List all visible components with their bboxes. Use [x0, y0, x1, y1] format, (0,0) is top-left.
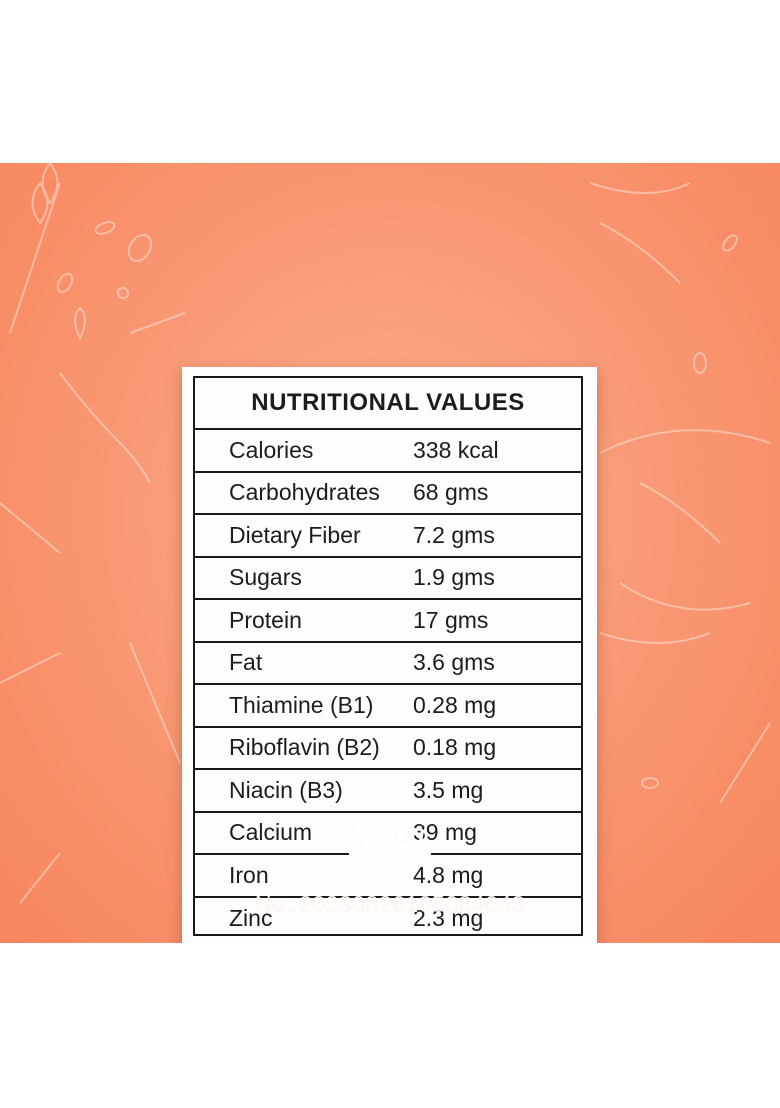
nutrient-name: Protein [229, 606, 302, 633]
nutrient-value: 2.3 mg [413, 905, 484, 932]
table-row: Thiamine (B1) 0.28 mg [195, 685, 581, 728]
table-row: Niacin (B3) 3.5 mg [195, 770, 581, 813]
nutrient-value: 4.8 mg [413, 861, 484, 888]
orange-background-panel: NUTRITIONAL VALUES Calories 338 kcal Carb… [0, 163, 780, 943]
nutrient-name: Zinc [229, 905, 273, 932]
nutrient-value: 0.28 mg [413, 691, 497, 718]
nutrient-value: 39 mg [413, 819, 477, 846]
nutrient-value: 3.5 mg [413, 776, 484, 803]
table-row: Dietary Fiber 7.2 gms [195, 515, 581, 558]
nutrition-table: NUTRITIONAL VALUES Calories 338 kcal Carb… [193, 376, 583, 936]
nutrient-name: Thiamine (B1) [229, 691, 374, 718]
nutrient-value: 0.18 mg [413, 734, 497, 761]
nutrient-name: Riboflavin (B2) [229, 734, 380, 761]
nutrient-name: Calcium [229, 819, 313, 846]
wheat-grain-pattern-icon [0, 163, 771, 929]
table-row: Carbohydrates 68 gms [195, 473, 581, 515]
table-row: Sugars 1.9 gms [195, 558, 581, 600]
nutrient-name: Calories [229, 436, 314, 463]
fssai-logo-text: fssai [349, 815, 431, 855]
nutrition-card: NUTRITIONAL VALUES Calories 338 kcal Carb… [182, 367, 597, 943]
table-row: Protein 17 gms [195, 600, 581, 643]
nutrient-name: Sugars [229, 564, 302, 591]
table-row: Calories 338 kcal [195, 430, 581, 473]
nutrient-name: Carbohydrates [229, 479, 380, 506]
table-row: Zinc 2.3 mg [195, 898, 581, 941]
nutrient-value: 17 gms [413, 606, 489, 633]
nutrient-name: Niacin (B3) [229, 776, 343, 803]
nutrient-value: 1.9 gms [413, 564, 495, 591]
table-row: Iron 4.8 mg [195, 855, 581, 898]
nutrient-name: Fat [229, 649, 263, 676]
nutrient-value: 338 kcal [413, 436, 499, 463]
table-row: Fat 3.6 gms [195, 643, 581, 685]
table-title: NUTRITIONAL VALUES [195, 378, 581, 430]
fssai-logo: fssai [0, 811, 780, 858]
nutrient-value: 7.2 gms [413, 521, 495, 548]
nutrient-value: 3.6 gms [413, 649, 495, 676]
nutrient-value: 68 gms [413, 479, 489, 506]
table-row: Riboflavin (B2) 0.18 mg [195, 728, 581, 770]
nutrient-name: Iron [229, 861, 269, 888]
nutrient-name: Dietary Fiber [229, 521, 361, 548]
fssai-license-number: No. 20230826105084043 [254, 891, 526, 917]
